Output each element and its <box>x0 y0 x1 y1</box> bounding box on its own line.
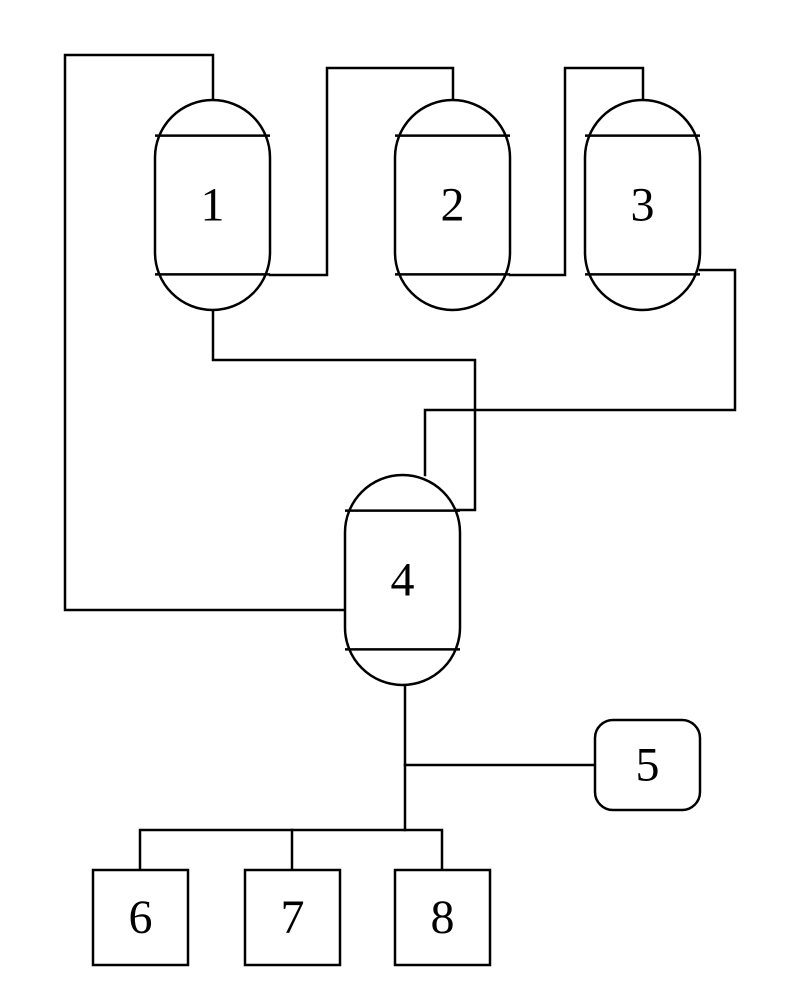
node-label-box6: 6 <box>129 891 153 944</box>
node-label-vessel2: 2 <box>441 179 465 232</box>
node-label-vessel3: 3 <box>631 179 655 232</box>
node-label-box5: 5 <box>636 739 660 792</box>
process-diagram: 1 2 3 4 5 6 7 8 <box>0 0 796 1000</box>
node-label-box8: 8 <box>431 891 455 944</box>
node-label-vessel1: 1 <box>201 179 225 232</box>
node-label-vessel4: 4 <box>391 554 415 607</box>
node-label-box7: 7 <box>281 891 305 944</box>
